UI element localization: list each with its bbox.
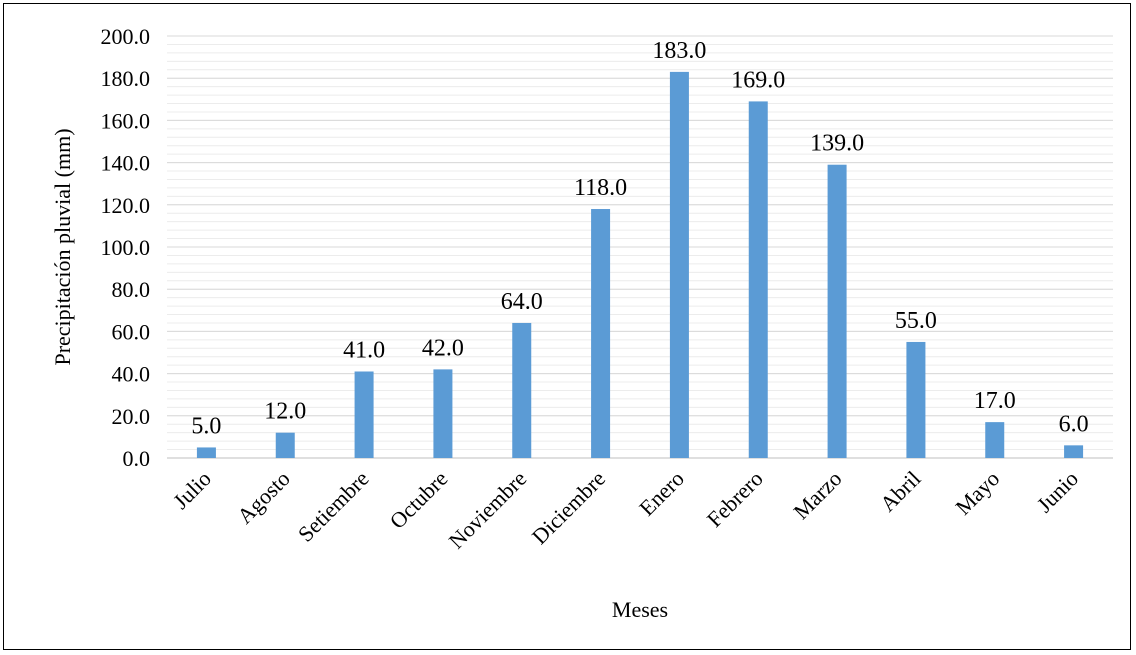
data-label: 64.0 xyxy=(501,289,543,315)
data-label: 41.0 xyxy=(343,337,385,363)
y-tick-label: 140.0 xyxy=(101,151,151,176)
y-tick-label: 200.0 xyxy=(101,24,151,49)
y-tick-label: 0.0 xyxy=(123,446,151,471)
bar-enero xyxy=(669,71,689,459)
data-label: 118.0 xyxy=(574,175,627,201)
bar-abril xyxy=(906,341,926,458)
x-tick-label: Setiembre xyxy=(293,466,374,547)
bar-julio xyxy=(196,447,216,458)
y-tick-label: 60.0 xyxy=(112,319,151,344)
y-tick-label: 120.0 xyxy=(101,193,151,218)
y-tick-label: 80.0 xyxy=(112,277,151,302)
bar-marzo xyxy=(827,164,847,458)
y-tick-label: 20.0 xyxy=(112,404,151,429)
x-tick-label: Diciembre xyxy=(527,466,610,549)
bar-febrero xyxy=(748,101,768,458)
data-label: 42.0 xyxy=(422,335,464,361)
data-label: 169.0 xyxy=(731,67,785,93)
y-tick-label: 160.0 xyxy=(101,108,151,133)
x-tick-label: Octubre xyxy=(385,466,453,534)
x-tick-label: Abril xyxy=(875,466,926,517)
chart-frame xyxy=(3,3,1131,650)
bar-agosto xyxy=(275,432,295,458)
bar-junio xyxy=(1064,445,1084,458)
y-tick-label: 40.0 xyxy=(112,362,151,387)
data-label: 17.0 xyxy=(974,388,1016,414)
data-label: 6.0 xyxy=(1059,411,1089,437)
y-tick-labels: 0.0 20.0 40.0 60.0 80.0 100.0 120.0 140.0 160.0 1… xyxy=(101,24,151,471)
x-tick-label: Enero xyxy=(634,466,689,521)
x-axis-title: Meses xyxy=(612,597,668,622)
x-tick-label: Noviembre xyxy=(444,466,532,554)
x-tick-label: Mayo xyxy=(950,466,1004,520)
bar-diciembre xyxy=(591,209,611,458)
data-labels: 5.0 12.0 41.0 42.0 64.0 118.0 183.0 169.0 139.0 5… xyxy=(191,38,1088,440)
bar-setiembre xyxy=(354,371,374,458)
x-tick-label: Julio xyxy=(168,466,216,514)
y-tick-label: 180.0 xyxy=(101,66,151,91)
data-label: 12.0 xyxy=(264,399,306,425)
gridlines xyxy=(167,35,1113,459)
bar-octubre xyxy=(433,369,453,458)
x-tick-label: Agosto xyxy=(232,466,295,529)
data-label: 5.0 xyxy=(191,413,221,439)
x-tick-label: Marzo xyxy=(788,466,846,524)
y-tick-label: 100.0 xyxy=(101,235,151,260)
data-label: 183.0 xyxy=(652,38,706,64)
bars xyxy=(196,71,1084,459)
bar-mayo xyxy=(985,422,1005,458)
y-axis-title: Precipitación pluvial (mm) xyxy=(50,128,75,365)
data-label: 55.0 xyxy=(895,308,937,334)
x-tick-label: Febrero xyxy=(702,466,768,532)
bar-noviembre xyxy=(512,322,532,458)
data-label: 139.0 xyxy=(810,131,864,157)
x-tick-label: Junio xyxy=(1032,466,1083,517)
